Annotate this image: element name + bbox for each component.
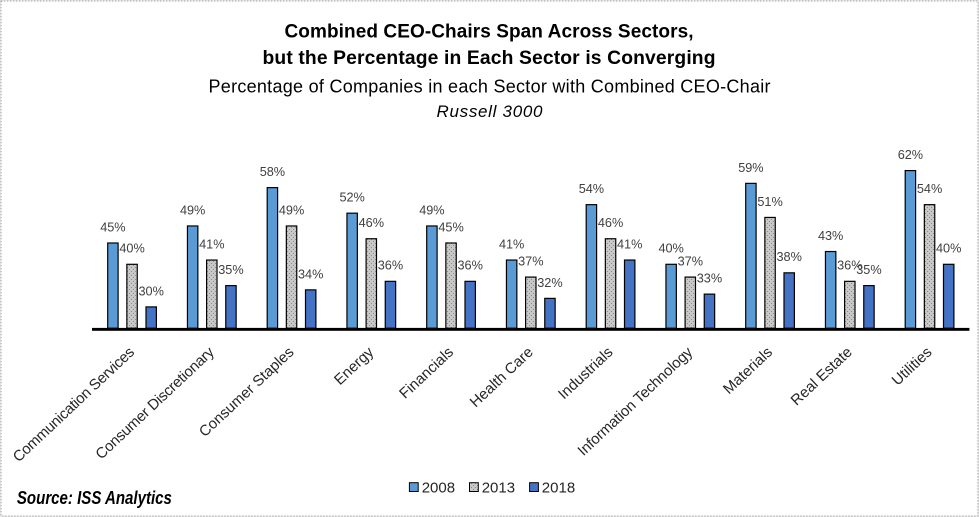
svg-text:2018: 2018 — [542, 480, 575, 497]
svg-text:40%: 40% — [936, 242, 961, 256]
svg-text:Combined CEO-Chairs Span Acros: Combined CEO-Chairs Span Across Sectors, — [285, 22, 694, 43]
svg-text:45%: 45% — [100, 220, 125, 234]
svg-text:but the Percentage in Each Sec: but the Percentage in Each Sector is Con… — [263, 48, 716, 69]
svg-text:37%: 37% — [518, 254, 543, 268]
svg-text:51%: 51% — [757, 195, 782, 209]
svg-text:58%: 58% — [260, 165, 285, 179]
svg-text:54%: 54% — [579, 182, 604, 196]
svg-text:41%: 41% — [199, 237, 224, 251]
svg-text:33%: 33% — [697, 272, 722, 286]
svg-text:36%: 36% — [378, 259, 403, 273]
svg-text:40%: 40% — [119, 242, 144, 256]
svg-text:40%: 40% — [658, 242, 683, 256]
svg-text:52%: 52% — [339, 191, 364, 205]
svg-text:62%: 62% — [898, 148, 923, 162]
svg-text:49%: 49% — [419, 203, 444, 217]
svg-text:54%: 54% — [917, 182, 942, 196]
svg-text:Percentage of Companies in eac: Percentage of Companies in each Sector w… — [209, 77, 771, 97]
svg-text:30%: 30% — [138, 284, 163, 298]
svg-text:32%: 32% — [537, 276, 562, 290]
svg-text:34%: 34% — [298, 267, 323, 281]
svg-text:46%: 46% — [359, 216, 384, 230]
svg-text:35%: 35% — [856, 263, 881, 277]
svg-text:41%: 41% — [499, 237, 524, 251]
svg-text:41%: 41% — [617, 237, 642, 251]
svg-text:45%: 45% — [438, 220, 463, 234]
svg-text:49%: 49% — [180, 203, 205, 217]
svg-text:2008: 2008 — [422, 480, 455, 497]
svg-text:35%: 35% — [218, 263, 243, 277]
svg-text:37%: 37% — [678, 254, 703, 268]
svg-text:2013: 2013 — [482, 480, 515, 497]
svg-text:43%: 43% — [818, 229, 843, 243]
svg-text:36%: 36% — [837, 259, 862, 273]
svg-text:46%: 46% — [598, 216, 623, 230]
svg-text:36%: 36% — [457, 259, 482, 273]
svg-text:59%: 59% — [738, 161, 763, 175]
svg-text:Source: ISS Analytics: Source: ISS Analytics — [17, 487, 172, 508]
svg-text:Russell 3000: Russell 3000 — [437, 102, 544, 121]
svg-text:38%: 38% — [776, 250, 801, 264]
svg-text:49%: 49% — [279, 203, 304, 217]
